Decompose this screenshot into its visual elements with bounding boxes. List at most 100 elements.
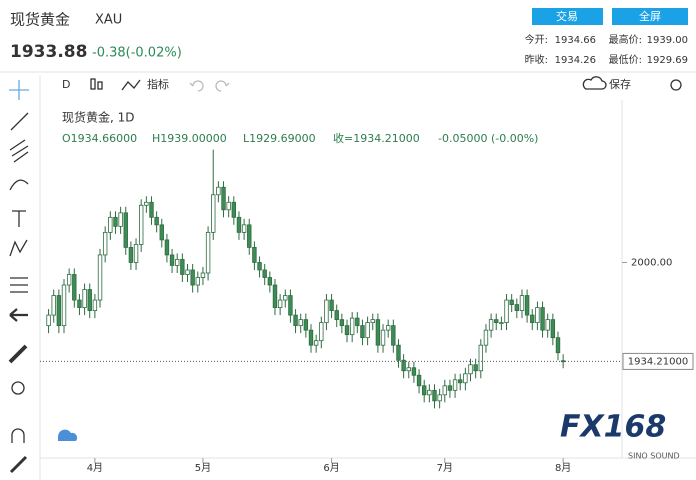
zoom-tool[interactable] [11, 381, 25, 395]
candle-body [447, 385, 453, 391]
fib-tool[interactable] [9, 139, 29, 163]
candle-body [82, 289, 87, 308]
candle-body [416, 374, 422, 387]
candle-body [185, 269, 190, 275]
candle-body [488, 319, 494, 331]
trade-button[interactable] [532, 8, 603, 25]
last-price-label: 1934.21000 [628, 356, 688, 367]
stat-label: 昨收: [525, 53, 548, 66]
stat-label: 今开: [525, 33, 548, 46]
stat-label: 最低价: [609, 53, 642, 66]
candle-body [46, 314, 51, 327]
last-price-box [622, 352, 694, 370]
candle-body [87, 289, 92, 311]
candle-body [396, 344, 401, 361]
fullscreen-button-label[interactable]: 全屏 [639, 9, 661, 23]
candle-body [149, 201, 154, 218]
candle-body [102, 231, 108, 256]
crosshair-tool[interactable] [9, 80, 29, 100]
candle-body [391, 325, 396, 346]
magnet-tool[interactable] [11, 428, 25, 443]
line-tool[interactable] [10, 112, 29, 131]
candle-body [478, 344, 484, 372]
stat-value: 1929.69 [647, 55, 688, 66]
candle-body [360, 325, 365, 339]
candle-body [349, 317, 355, 336]
redo-icon[interactable] [215, 80, 230, 92]
candle-body [473, 364, 478, 372]
candle-body [118, 212, 123, 227]
candle-body [164, 239, 170, 256]
undo-icon[interactable] [189, 80, 204, 92]
brush-tool[interactable] [9, 179, 29, 191]
candle-body [483, 329, 489, 346]
trade-button-label[interactable]: 交易 [556, 9, 578, 23]
candle-body [452, 379, 458, 391]
candle-body [509, 299, 514, 305]
candle-body [530, 314, 535, 324]
x-tick-label: 5月 [195, 462, 211, 474]
legend-name: 现货黄金, 1D [62, 110, 135, 125]
fullscreen-button[interactable] [612, 8, 688, 25]
candle-body [437, 394, 442, 402]
candle-body [463, 373, 468, 384]
candle-body [236, 216, 242, 233]
candle-body [72, 274, 77, 301]
logo-icon [57, 429, 78, 441]
text-tool[interactable] [12, 210, 26, 227]
interval[interactable]: D [62, 78, 70, 91]
forecast-tool[interactable] [10, 277, 28, 293]
candle-body [494, 319, 499, 324]
ruler-tool[interactable] [8, 344, 28, 364]
save[interactable]: 保存 [609, 77, 631, 91]
candle-body [514, 304, 520, 311]
candle-body [370, 319, 375, 324]
candle-body [205, 231, 211, 274]
candle-body [113, 216, 118, 227]
candle-body [190, 269, 195, 286]
candle-body [324, 299, 329, 324]
settings-icon[interactable] [670, 79, 682, 91]
candle-body [138, 204, 144, 245]
candle-body [560, 360, 566, 363]
indicators[interactable]: 指标 [147, 77, 169, 91]
candle-body [499, 322, 504, 325]
candle-body [293, 314, 298, 327]
pencil-tool[interactable] [9, 455, 28, 474]
candle-body [535, 307, 540, 324]
back-tool[interactable] [9, 308, 28, 322]
candle-body [92, 299, 98, 311]
title: 现货黄金 [10, 11, 70, 29]
indicator-icon[interactable] [121, 79, 141, 91]
candle-body [422, 385, 427, 396]
x-tick-label: 7月 [437, 462, 453, 474]
candle-body [385, 325, 391, 331]
stat-value: 1934.26 [555, 55, 596, 66]
stat-label: 最高价: [609, 33, 642, 46]
candle-body [262, 269, 267, 278]
candle-body [247, 224, 252, 248]
stat-value: 1934.66 [555, 35, 596, 46]
pattern-tool[interactable] [9, 239, 28, 257]
x-tick-label: 4月 [87, 462, 103, 474]
watermark-sub: SINO SOUND [628, 452, 680, 461]
candle-body [411, 367, 417, 376]
candle-body [288, 295, 293, 316]
candle-body [159, 224, 164, 241]
legend-low: L1929.69000 [243, 132, 316, 145]
candle-body [51, 295, 56, 316]
sidebar-tools [8, 80, 29, 474]
price: 1933.88 [10, 42, 87, 62]
cloud-icon[interactable] [582, 76, 607, 90]
candle-body [458, 379, 463, 384]
candle-body [468, 364, 473, 375]
candle-body [442, 385, 447, 396]
legend-open: O1934.66000 [62, 132, 137, 145]
candle-icon[interactable] [90, 78, 103, 90]
candle-body [97, 254, 103, 301]
candle-body [334, 310, 339, 321]
candle-body [277, 299, 283, 308]
